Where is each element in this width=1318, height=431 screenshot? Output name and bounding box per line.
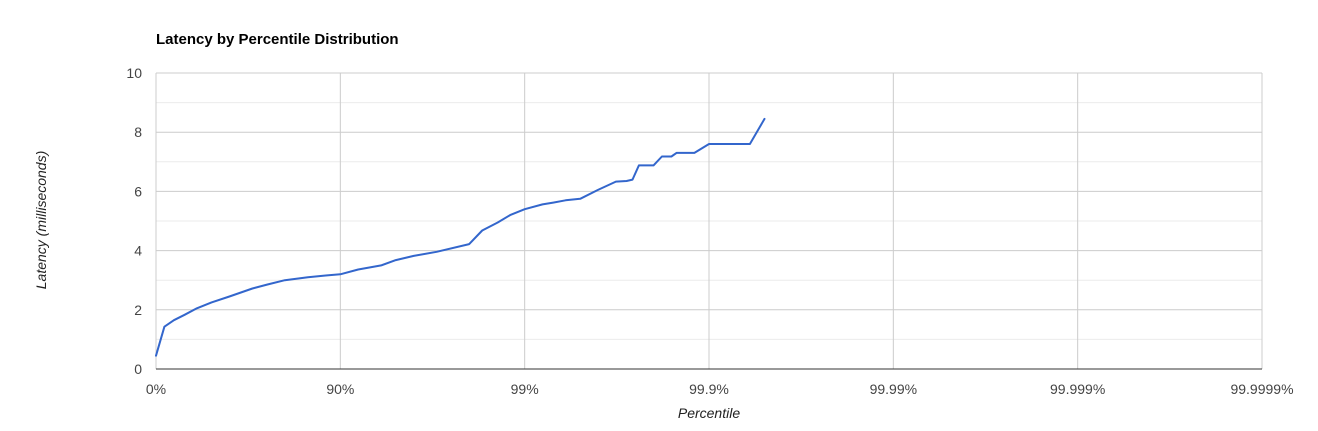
x-axis-label: Percentile xyxy=(678,405,740,421)
x-tick-label: 99.99% xyxy=(870,381,917,397)
chart-title: Latency by Percentile Distribution xyxy=(156,31,399,48)
y-tick-label: 4 xyxy=(134,243,142,259)
x-tick-label: 99.9% xyxy=(689,381,729,397)
series-layer xyxy=(155,117,766,357)
latency-series-line xyxy=(155,117,766,357)
x-tick-label: 90% xyxy=(326,381,354,397)
y-tick-label: 8 xyxy=(134,124,142,140)
x-tick-label: 99.9999% xyxy=(1230,381,1293,397)
y-axis-label: Latency (milliseconds) xyxy=(33,151,49,290)
x-tick-label: 0% xyxy=(146,381,166,397)
y-tick-label: 10 xyxy=(126,65,142,81)
y-tick-label: 6 xyxy=(134,183,142,199)
y-tick-label: 2 xyxy=(134,302,142,318)
x-tick-label: 99.999% xyxy=(1050,381,1105,397)
y-tick-label: 0 xyxy=(134,361,142,377)
label-layer: 0 2 4 6 8 10 0% 90% 99% 99.9% 99.99% 99.999% 99.9999… xyxy=(126,65,1293,397)
grid-layer xyxy=(155,72,1263,369)
x-tick-label: 99% xyxy=(511,381,539,397)
